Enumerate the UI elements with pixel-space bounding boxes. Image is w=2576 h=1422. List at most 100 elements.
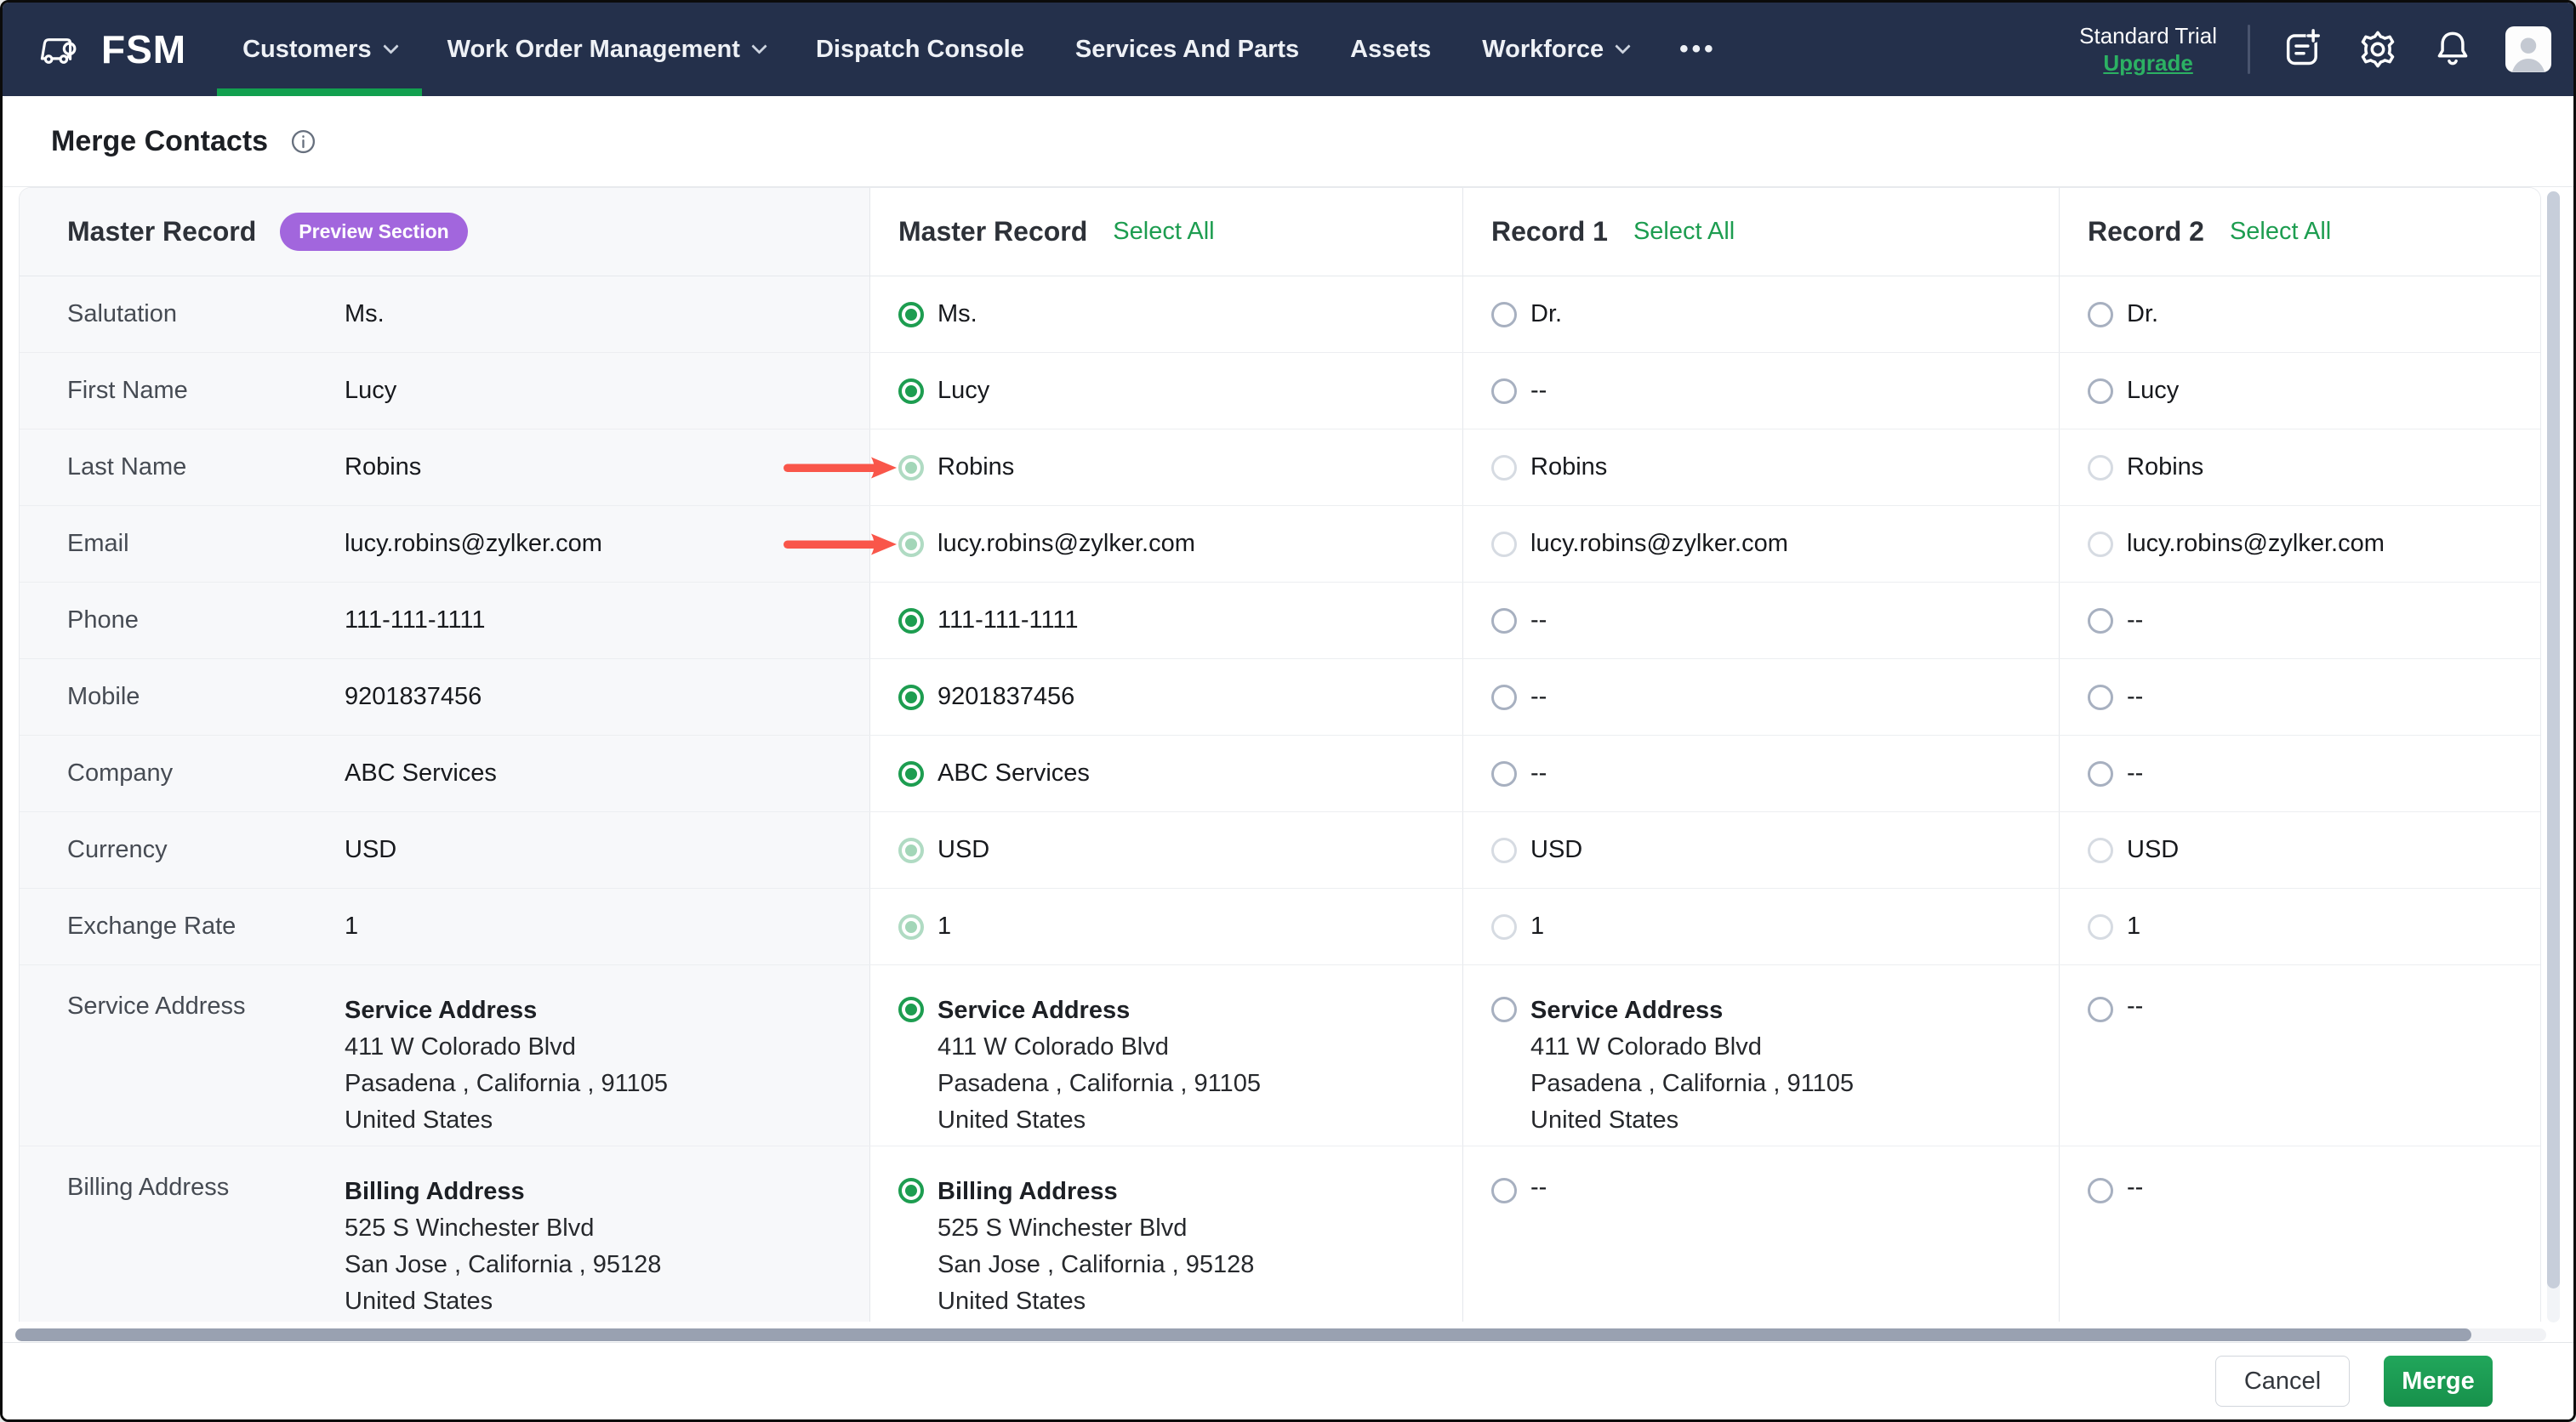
preview-cell-billing-address: Billing AddressBilling Address525 S Winc… [20,1146,869,1322]
radio-dot [1498,845,1510,856]
trial-label: Standard Trial [2079,22,2217,50]
radio-record2-mobile[interactable] [2088,685,2113,710]
radio-record2-email[interactable] [2088,532,2113,557]
nav-item-label: Assets [1350,36,1431,64]
notifications-bell-icon[interactable] [2431,27,2475,71]
radio-record1-billing-address[interactable] [1491,1178,1517,1203]
select-all-link-3[interactable]: Select All [1633,218,1735,246]
radio-record2-salutation[interactable] [2088,302,2113,327]
radio-record2-first-name[interactable] [2088,378,2113,404]
radio-master-email[interactable] [898,532,924,557]
primary-nav: Customers Work Order ManagementDispatch C… [217,3,1742,96]
record1-cell-service-address: Service Address411 W Colorado BlvdPasade… [1462,965,2059,1146]
settings-gear-icon[interactable] [2356,27,2400,71]
user-avatar[interactable] [2505,26,2551,72]
nav-item-services-and-parts[interactable]: Services And Parts [1050,3,1325,96]
radio-master-last-name[interactable] [898,455,924,481]
field-value: USD [345,836,396,864]
record2-cell-email: lucy.robins@zylker.com [2059,506,2541,582]
master-cell-exchange-rate: 1 [869,889,1462,964]
vertical-scrollbar-thumb[interactable] [2547,191,2560,1288]
radio-record1-last-name[interactable] [1491,455,1517,481]
merge-table: Master Record Preview Section Master Recor… [19,187,2541,1322]
radio-record2-currency[interactable] [2088,838,2113,863]
vertical-scrollbar[interactable] [2547,191,2560,1322]
cell-value: -- [1530,1174,1547,1202]
chevron-down-icon [751,38,767,54]
select-all-link-4[interactable]: Select All [2230,218,2331,246]
record1-cell-salutation: Dr. [1462,276,2059,352]
radio-dot [905,768,917,780]
column-title: Master Record [67,216,256,247]
radio-record1-phone[interactable] [1491,608,1517,634]
preview-section-badge: Preview Section [280,213,467,251]
radio-record1-service-address[interactable] [1491,997,1517,1022]
nav-item-customers[interactable]: Customers [217,3,422,96]
cell-value: -- [2127,1174,2143,1202]
radio-dot [2094,921,2106,933]
cancel-button[interactable]: Cancel [2215,1356,2350,1407]
radio-master-billing-address[interactable] [898,1178,924,1203]
radio-master-mobile[interactable] [898,685,924,710]
radio-master-first-name[interactable] [898,378,924,404]
preview-cell-currency: CurrencyUSD [20,812,869,888]
radio-dot [1498,1004,1510,1015]
merge-button[interactable]: Merge [2384,1356,2493,1407]
radio-record2-company[interactable] [2088,761,2113,787]
radio-record2-last-name[interactable] [2088,455,2113,481]
nav-item-assets[interactable]: Assets [1325,3,1456,96]
radio-master-phone[interactable] [898,608,924,634]
page-title: Merge Contacts [51,125,268,158]
nav-item-label: Customers [242,36,372,64]
horizontal-scrollbar-thumb[interactable] [15,1328,2471,1341]
table-header-row: Master Record Preview Section Master Recor… [20,188,2540,276]
note-add-icon[interactable] [2281,27,2325,71]
cell-value: Dr. [1530,300,1562,328]
radio-record2-exchange-rate[interactable] [2088,914,2113,940]
radio-record1-exchange-rate[interactable] [1491,914,1517,940]
radio-record1-currency[interactable] [1491,838,1517,863]
record2-cell-salutation: Dr. [2059,276,2541,352]
field-label: Service Address [67,993,345,1021]
master-cell-email: lucy.robins@zylker.com [869,506,1462,582]
radio-record1-email[interactable] [1491,532,1517,557]
radio-record1-salutation[interactable] [1491,302,1517,327]
radio-master-exchange-rate[interactable] [898,914,924,940]
info-icon[interactable] [290,128,316,155]
nav-item-dispatch-console[interactable]: Dispatch Console [790,3,1050,96]
radio-master-salutation[interactable] [898,302,924,327]
nav-item-label: Workforce [1482,36,1604,64]
table-body: SalutationMs.Ms.Dr.Dr.First NameLucyLucy… [20,276,2540,1322]
horizontal-scrollbar[interactable] [15,1328,2546,1341]
field-value: 111-111-1111 [345,606,486,634]
nav-item-more[interactable]: ••• [1654,3,1742,96]
cell-value: 1 [1530,913,1544,941]
brand[interactable]: FSM [25,3,197,96]
radio-dot [1498,768,1510,780]
radio-master-company[interactable] [898,761,924,787]
radio-record1-first-name[interactable] [1491,378,1517,404]
cell-value: -- [1530,606,1547,634]
nav-item-work-order-management[interactable]: Work Order Management [422,3,790,96]
radio-record1-company[interactable] [1491,761,1517,787]
upgrade-link[interactable]: Upgrade [2079,49,2217,77]
radio-master-service-address[interactable] [898,997,924,1022]
field-label: Last Name [67,453,345,481]
cell-value: -- [2127,993,2143,1021]
radio-record2-billing-address[interactable] [2088,1178,2113,1203]
radio-master-currency[interactable] [898,838,924,863]
radio-record2-service-address[interactable] [2088,997,2113,1022]
select-all-link-2[interactable]: Select All [1113,218,1214,246]
cell-value: -- [2127,606,2143,634]
radio-dot [1498,462,1510,474]
radio-dot [905,309,917,321]
cell-value: USD [1530,836,1582,864]
field-value: 9201837456 [345,683,482,711]
nav-item-workforce[interactable]: Workforce [1456,3,1654,96]
radio-record2-phone[interactable] [2088,608,2113,634]
radio-dot [905,462,917,474]
address-line: 525 S Winchester Blvd [938,1210,1254,1247]
cell-value: Dr. [2127,300,2158,328]
column-header-2-master-record: Master RecordSelect All [869,188,1462,276]
radio-record1-mobile[interactable] [1491,685,1517,710]
